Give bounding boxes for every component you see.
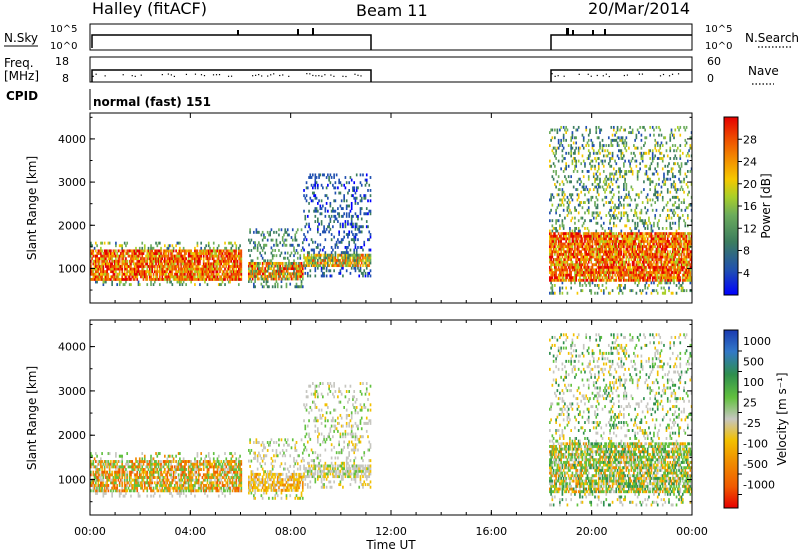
station-title: Halley (fitACF) — [92, 0, 207, 18]
nsky-panel-frame — [89, 23, 693, 51]
power-y-axis: 1000 2000 3000 4000 — [58, 116, 692, 291]
velocity-heatmap — [90, 333, 693, 507]
freq-trace — [91, 69, 692, 82]
power-colorbar-ticks: 4 8 12 16 20 24 28 — [738, 133, 757, 280]
power-ylabel: Slant Range [km] — [25, 156, 39, 260]
velocity-cb-tick: 25 — [743, 397, 757, 410]
velocity-colorbar-ticks: 1000 500 100 25 -25 -100 -500 -1000 — [738, 335, 775, 495]
power-colorbar — [723, 116, 739, 296]
date-title: 20/Mar/2014 — [588, 0, 690, 18]
nave-tick-bottom: 0 — [707, 72, 714, 85]
nsearch-label: N.Search — [745, 31, 799, 45]
x-tick-label: 00:00 — [676, 525, 708, 538]
nsky-tick-top: 10^5 — [50, 24, 77, 35]
power-heatmap — [90, 125, 693, 295]
velocity-cb-tick: -25 — [743, 417, 761, 430]
velocity-ylabel: Slant Range [km] — [25, 366, 39, 470]
x-axis-label: Time UT — [365, 538, 416, 552]
y-tick-label: 2000 — [58, 219, 86, 232]
nsky-tick-bottom: 10^0 — [50, 41, 77, 52]
velocity-cb-tick: -500 — [743, 458, 768, 471]
x-tick-label: 16:00 — [475, 525, 507, 538]
y-tick-label: 1000 — [58, 262, 86, 275]
nsearch-tick-bottom: 10^0 — [705, 41, 732, 52]
velocity-colorbar — [723, 329, 739, 509]
velocity-cb-tick: 500 — [743, 356, 764, 369]
power-cb-tick: 16 — [743, 200, 757, 213]
power-cb-tick: 20 — [743, 178, 757, 191]
y-tick-label: 2000 — [58, 429, 86, 442]
y-tick-label: 3000 — [58, 385, 86, 398]
power-colorbar-label: Power [dB] — [759, 173, 773, 238]
power-cb-tick: 24 — [743, 156, 757, 169]
power-cb-tick: 12 — [743, 222, 757, 235]
x-tick-label: 00:00 — [74, 525, 106, 538]
freq-tick-top: 18 — [55, 55, 69, 68]
velocity-colorbar-label: Velocity [m s⁻¹] — [775, 372, 789, 465]
x-axis: 00:00 04:00 08:00 12:00 16:00 20:00 00:00 — [74, 113, 708, 538]
freq-tick-bottom: 8 — [62, 72, 69, 85]
velocity-cb-tick: 1000 — [743, 335, 771, 348]
nsky-trace — [91, 28, 692, 50]
nave-label: Nave — [748, 64, 779, 78]
nsearch-tick-top: 10^5 — [705, 24, 732, 35]
x-tick-label: 20:00 — [576, 525, 608, 538]
x-tick-label: 12:00 — [375, 525, 407, 538]
cpid-label: CPID — [6, 89, 38, 103]
velocity-y-axis: 1000 2000 3000 4000 — [58, 323, 692, 503]
freq-label-1: Freq. — [4, 56, 34, 70]
freq-label-2: [MHz] — [4, 69, 39, 83]
power-cb-tick: 8 — [743, 245, 750, 258]
nave-tick-top: 60 — [707, 55, 721, 68]
y-tick-label: 4000 — [58, 133, 86, 146]
nsky-label: N.Sky — [4, 31, 38, 45]
power-cb-tick: 4 — [743, 267, 750, 280]
beam-title: Beam 11 — [356, 1, 428, 20]
x-tick-label: 08:00 — [275, 525, 307, 538]
y-tick-label: 3000 — [58, 176, 86, 189]
y-tick-label: 1000 — [58, 474, 86, 487]
velocity-cb-tick: -100 — [743, 438, 768, 451]
cpid-value: normal (fast) 151 — [93, 95, 211, 109]
velocity-cb-tick: -1000 — [743, 479, 775, 492]
power-cb-tick: 28 — [743, 133, 757, 146]
x-tick-label: 04:00 — [174, 525, 206, 538]
velocity-cb-tick: 100 — [743, 376, 764, 389]
y-tick-label: 4000 — [58, 341, 86, 354]
